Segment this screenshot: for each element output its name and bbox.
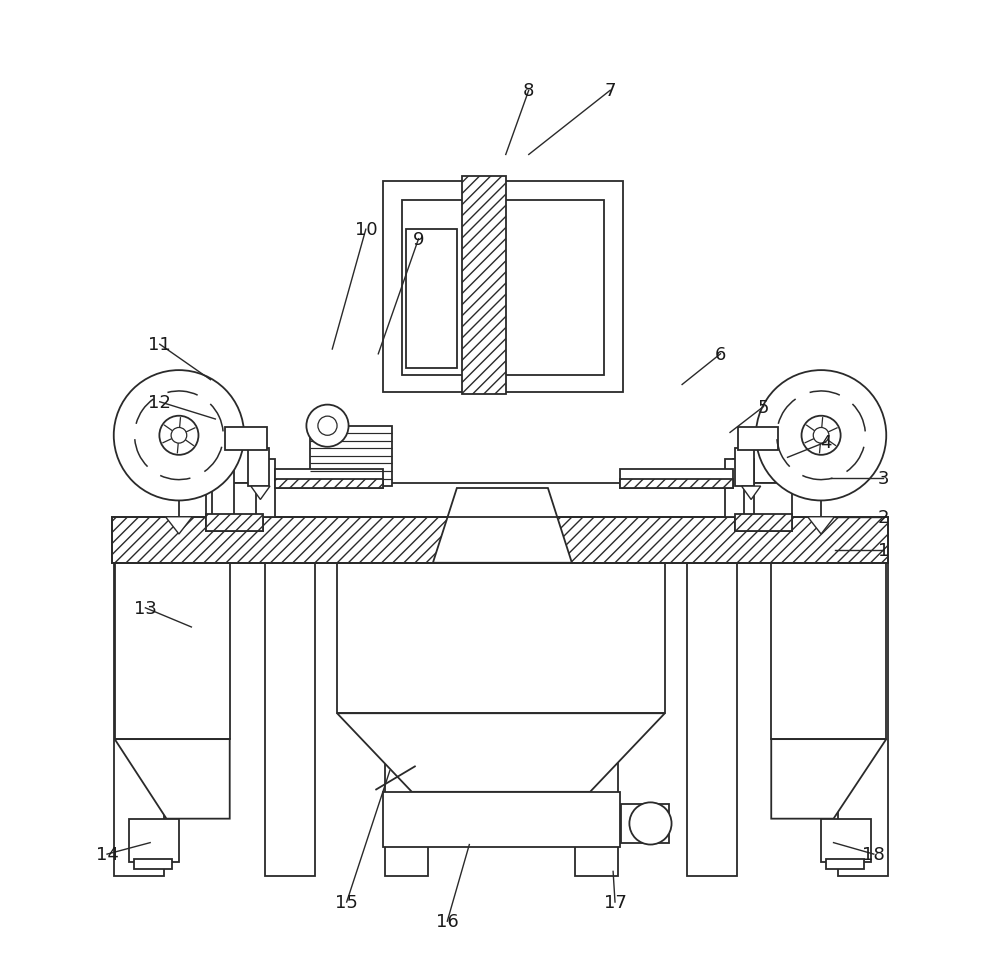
Bar <box>687 563 737 876</box>
Bar <box>134 859 172 869</box>
Bar <box>620 480 733 488</box>
Bar <box>771 563 886 740</box>
Bar <box>206 484 263 531</box>
Bar <box>256 460 275 517</box>
Bar <box>735 484 792 531</box>
Circle shape <box>306 405 349 447</box>
Bar <box>265 563 315 876</box>
Text: 15: 15 <box>335 893 358 912</box>
Circle shape <box>318 417 337 436</box>
Bar <box>129 819 179 862</box>
Bar <box>620 469 733 488</box>
Text: 14: 14 <box>96 845 118 864</box>
Bar <box>725 460 744 517</box>
Bar <box>310 426 392 487</box>
Text: 16: 16 <box>436 913 459 930</box>
Text: 11: 11 <box>148 336 171 354</box>
Text: 1: 1 <box>878 541 889 560</box>
Bar <box>735 514 792 531</box>
Bar <box>383 182 623 393</box>
Bar <box>738 427 778 450</box>
Bar <box>821 819 871 862</box>
Bar <box>733 460 754 517</box>
Bar <box>838 563 888 876</box>
Polygon shape <box>115 740 230 819</box>
Bar <box>462 177 506 395</box>
Text: 3: 3 <box>878 470 889 488</box>
Polygon shape <box>771 740 886 819</box>
Text: 13: 13 <box>134 599 157 617</box>
Bar <box>826 859 864 869</box>
Text: 17: 17 <box>604 893 626 912</box>
Polygon shape <box>166 517 192 534</box>
Text: 2: 2 <box>878 508 889 527</box>
Bar <box>337 563 665 713</box>
Bar <box>575 563 618 876</box>
Circle shape <box>171 428 187 444</box>
Circle shape <box>629 802 672 845</box>
Text: 6: 6 <box>715 346 726 363</box>
Bar <box>212 484 788 517</box>
Bar <box>402 201 604 375</box>
Text: 18: 18 <box>862 845 885 864</box>
Circle shape <box>802 416 841 455</box>
Polygon shape <box>808 517 834 534</box>
Bar <box>115 563 230 740</box>
Bar <box>275 480 383 488</box>
Bar <box>248 448 269 487</box>
Text: 12: 12 <box>148 394 171 411</box>
Bar <box>112 517 888 563</box>
Text: 7: 7 <box>604 82 616 101</box>
Bar <box>206 514 263 531</box>
Circle shape <box>813 428 829 444</box>
Text: 9: 9 <box>413 231 424 248</box>
Bar <box>275 469 383 488</box>
Bar <box>212 460 234 517</box>
Polygon shape <box>337 713 665 792</box>
Text: 4: 4 <box>820 434 832 451</box>
Bar <box>385 563 428 876</box>
Bar <box>114 563 164 876</box>
Circle shape <box>756 370 886 501</box>
Text: 5: 5 <box>758 398 769 416</box>
Bar <box>225 427 267 450</box>
Bar <box>383 792 620 847</box>
Polygon shape <box>433 488 572 563</box>
Bar <box>735 448 754 487</box>
Bar <box>621 804 669 843</box>
Text: 10: 10 <box>355 221 377 239</box>
Bar <box>406 230 457 368</box>
Bar <box>112 517 888 563</box>
Polygon shape <box>251 487 270 500</box>
Polygon shape <box>742 487 761 500</box>
Circle shape <box>159 416 198 455</box>
Text: 8: 8 <box>523 82 534 101</box>
Circle shape <box>114 370 244 501</box>
